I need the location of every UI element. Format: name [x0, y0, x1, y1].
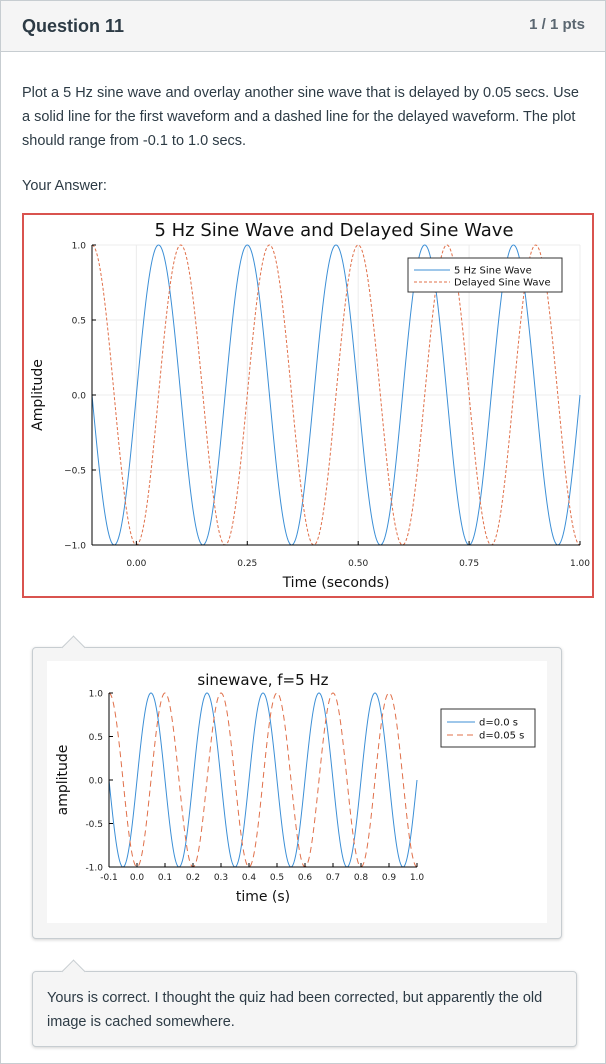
- y-tick-label: 0.0: [89, 777, 104, 787]
- x-tick-label: 0.1: [158, 873, 172, 883]
- y-tick-label: −0.5: [64, 467, 86, 477]
- comment-image: -0.1 0.0 0.1 0.2 0.3 0.4 0.5 0.6 0.7 0.8 0.9 1.0 -1.…: [47, 661, 547, 923]
- comment-bubble-image: -0.1 0.0 0.1 0.2 0.3 0.4 0.5 0.6 0.7 0.8 0.9 1.0 -1.…: [32, 635, 562, 939]
- x-tick-label: 0.4: [242, 873, 257, 883]
- x-tick-label: 1.00: [570, 559, 590, 569]
- x-tick-label: 0.2: [186, 873, 200, 883]
- chart-title: 5 Hz Sine Wave and Delayed Sine Wave: [154, 220, 513, 241]
- x-tick-label: 0.7: [326, 873, 340, 883]
- y-tick-label: -1.0: [85, 864, 103, 874]
- question-header: Question 11 1 / 1 pts: [1, 1, 605, 52]
- legend-box: [407, 257, 563, 293]
- y-tick-label: -0.5: [85, 820, 103, 830]
- comment-bubble-text: Yours is correct. I thought the quiz had…: [32, 959, 577, 1047]
- x-tick-label: 0.25: [237, 559, 257, 569]
- y-tick-label: 0.5: [72, 317, 86, 327]
- y-axis-title: amplitude: [55, 745, 71, 816]
- comment-pointer: [61, 959, 86, 984]
- x-tick-label: 0.75: [459, 559, 479, 569]
- x-tick-label: 0.5: [270, 873, 284, 883]
- series-line-1: [108, 692, 418, 868]
- x-axis-title: time (s): [236, 889, 290, 905]
- series-line-2: [108, 692, 418, 868]
- legend-label-2: d=0.05 s: [479, 731, 524, 742]
- legend-label-1: 5 Hz Sine Wave: [454, 266, 532, 277]
- x-tick-label: 0.9: [382, 873, 397, 883]
- comment-pointer: [61, 635, 86, 660]
- your-answer-label: Your Answer:: [22, 178, 107, 194]
- x-tick-label: 0.8: [354, 873, 369, 883]
- x-tick-label: -0.1: [100, 873, 118, 883]
- x-tick-label: 0.6: [298, 873, 313, 883]
- question-points: 1 / 1 pts: [529, 16, 585, 33]
- y-tick-label: 0.0: [72, 392, 87, 402]
- answer-image: 0.00 0.25 0.50 0.75 1.00 −1.0 −0.5 0.0 0.5 1.0 5 H…: [22, 213, 594, 598]
- y-tick-label: −1.0: [64, 542, 86, 552]
- y-tick-label: 1.0: [89, 690, 104, 700]
- x-tick-label: 0.0: [130, 873, 145, 883]
- x-tick-label: 0.3: [214, 873, 228, 883]
- answer-chart: 0.00 0.25 0.50 0.75 1.00 −1.0 −0.5 0.0 0.5 1.0 5 H…: [30, 220, 590, 591]
- comment-text: Yours is correct. I thought the quiz had…: [47, 990, 543, 1030]
- y-axis-title: Amplitude: [30, 359, 46, 431]
- chart-title: sinewave, f=5 Hz: [197, 671, 328, 689]
- series-line-2: [91, 244, 581, 546]
- question-title: Question 11: [22, 16, 125, 36]
- question-text: Plot a 5 Hz sine wave and overlay anothe…: [22, 85, 579, 149]
- comment-chart: -0.1 0.0 0.1 0.2 0.3 0.4 0.5 0.6 0.7 0.8 0.9 1.0 -1.…: [55, 671, 536, 905]
- x-axis-title: Time (seconds): [282, 575, 390, 591]
- x-tick-label: 0.50: [348, 559, 368, 569]
- legend-box: [440, 708, 536, 748]
- x-tick-label: 0.00: [126, 559, 146, 569]
- series-line-1: [91, 244, 581, 546]
- x-tick-label: 1.0: [410, 873, 425, 883]
- y-tick-label: 1.0: [72, 242, 87, 252]
- legend-label-2: Delayed Sine Wave: [454, 278, 551, 289]
- y-tick-label: 0.5: [89, 733, 103, 743]
- legend-label-1: d=0.0 s: [479, 718, 518, 729]
